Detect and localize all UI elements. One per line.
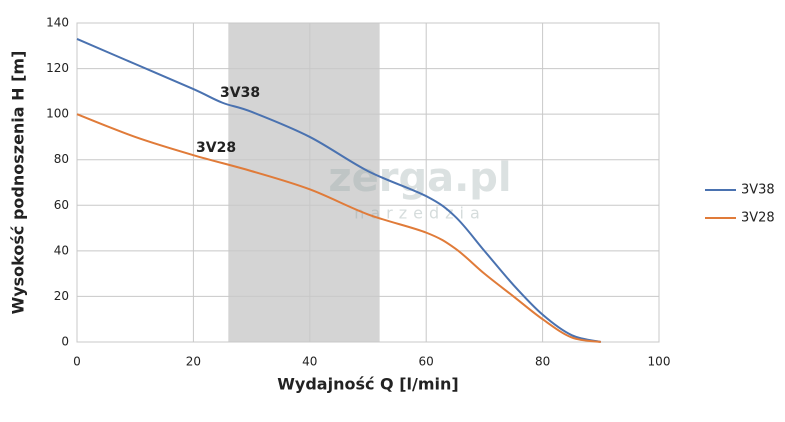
x-tick-label: 60 <box>419 355 434 369</box>
y-tick-label: 140 <box>46 16 69 30</box>
y-tick-label: 120 <box>46 61 69 75</box>
y-tick-label: 100 <box>46 107 69 121</box>
x-tick-label: 80 <box>535 355 550 369</box>
y-tick-label: 80 <box>54 152 69 166</box>
watermark-sub: narzedzia <box>354 204 486 223</box>
y-tick-label: 40 <box>54 243 69 257</box>
x-tick-label: 100 <box>648 355 671 369</box>
y-axis-label: Wysokość podnoszenia H [m] <box>9 51 28 315</box>
x-tick-label: 0 <box>73 355 81 369</box>
x-tick-label: 40 <box>302 355 317 369</box>
series-line <box>76 113 601 343</box>
y-tick-label: 60 <box>54 198 69 212</box>
series-line <box>76 38 602 343</box>
series-label: 3V28 <box>196 140 236 156</box>
series-label: 3V38 <box>220 85 260 101</box>
y-tick-label: 0 <box>61 335 69 349</box>
shaded-region <box>228 23 380 342</box>
x-tick-label: 20 <box>186 355 201 369</box>
x-axis-label: Wydajność Q [l/min] <box>277 375 458 394</box>
legend-label: 3V28 <box>741 211 775 226</box>
legend-label: 3V38 <box>741 183 775 198</box>
y-tick-label: 20 <box>54 289 69 303</box>
